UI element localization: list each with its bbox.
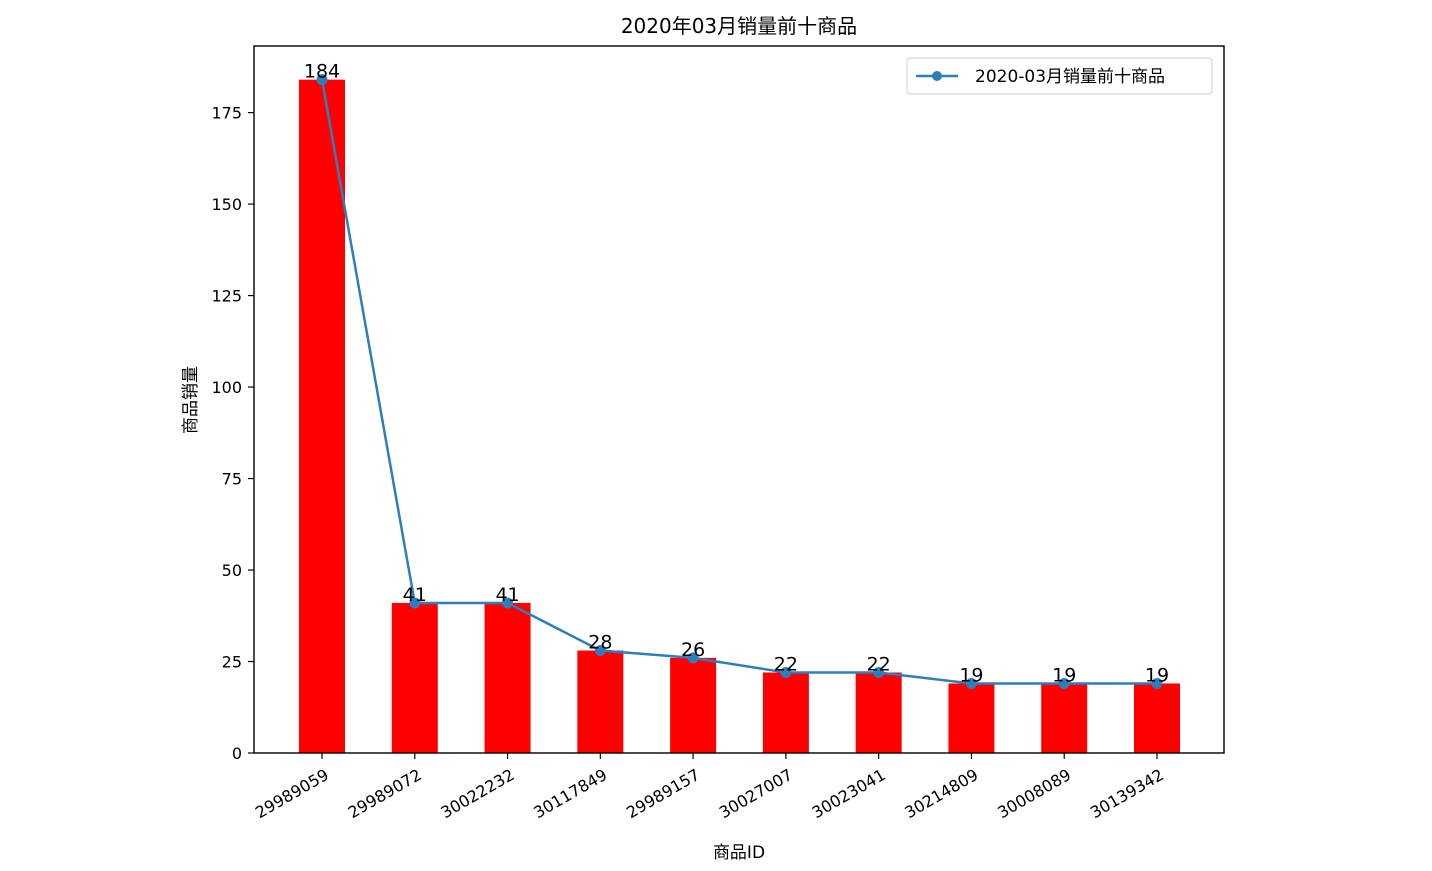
bar (670, 657, 717, 753)
x-tick-label: 30027007 (716, 765, 796, 822)
y-axis-label: 商品销量 (181, 366, 201, 434)
bar (1041, 683, 1088, 753)
data-label: 19 (959, 664, 983, 686)
y-tick-label: 175 (211, 104, 242, 123)
y-tick-label: 125 (211, 287, 242, 306)
data-label: 26 (681, 639, 705, 661)
data-label: 41 (403, 584, 427, 606)
bar (948, 683, 995, 753)
data-label: 41 (495, 584, 519, 606)
bar (762, 672, 809, 753)
x-axis: 29989059 29989072 30022232 30117849 29989157… (252, 753, 1167, 822)
x-tick-label: 29989072 (345, 765, 425, 822)
bar (299, 79, 345, 753)
line-point (594, 645, 606, 657)
x-tick-label: 30023041 (809, 765, 889, 822)
bar (577, 650, 624, 753)
y-tick-label: 75 (222, 470, 242, 489)
bar (391, 602, 438, 753)
y-tick-label: 150 (211, 195, 242, 214)
line-point (502, 597, 514, 609)
data-label: 22 (774, 653, 798, 675)
bar (484, 602, 531, 753)
x-tick-label: 30117849 (530, 765, 610, 822)
y-tick-label: 0 (232, 744, 242, 763)
data-label: 22 (867, 653, 891, 675)
x-tick-label: 30214809 (901, 765, 981, 822)
line-point (873, 666, 885, 678)
x-axis-label: 商品ID (713, 843, 765, 863)
data-label: 184 (304, 61, 340, 83)
line-point (1058, 677, 1070, 689)
chart-title: 2020年03月销量前十商品 (621, 14, 857, 38)
line-point (316, 74, 328, 86)
legend-box (906, 57, 1213, 95)
line-point (780, 666, 792, 678)
legend-label: 2020-03月销量前十商品 (975, 67, 1165, 87)
bar (855, 672, 902, 753)
x-tick-label: 30022232 (438, 765, 518, 822)
line-point (687, 652, 699, 664)
plot-area: 184 41 41 28 26 22 22 19 19 19 (299, 61, 1180, 753)
x-tick-label: 29989157 (623, 765, 703, 822)
plot-frame (253, 45, 1225, 754)
y-tick-label: 100 (211, 378, 242, 397)
line-point (409, 597, 421, 609)
y-axis: 0 25 50 75 100 125 150 175 (211, 104, 254, 763)
data-label: 19 (1052, 664, 1076, 686)
x-tick-label: 30008089 (994, 765, 1074, 822)
line-point (965, 677, 977, 689)
x-tick-label: 30139342 (1087, 765, 1167, 822)
y-tick-label: 50 (222, 561, 242, 580)
series-line (320, 79, 1157, 685)
line-point (1151, 677, 1163, 689)
x-tick-label: 29989059 (252, 765, 332, 822)
legend-marker-swatch (932, 71, 942, 81)
legend: 2020-03月销量前十商品 (906, 57, 1213, 95)
data-label: 19 (1145, 664, 1169, 686)
bar (1134, 683, 1180, 753)
y-tick-label: 25 (222, 653, 242, 672)
data-label: 28 (588, 632, 612, 654)
